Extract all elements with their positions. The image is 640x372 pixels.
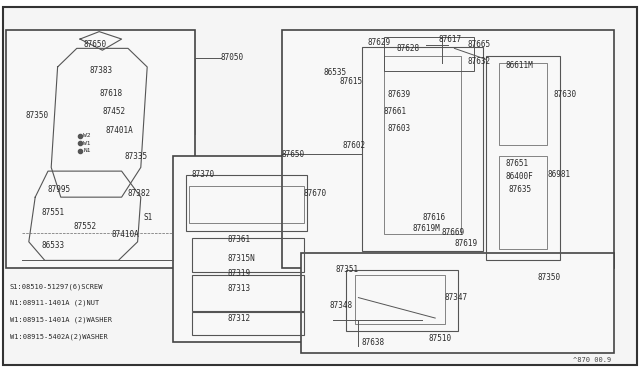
Bar xyxy=(186,175,307,231)
Text: 87650: 87650 xyxy=(282,150,305,159)
Text: 87602: 87602 xyxy=(342,141,365,150)
Bar xyxy=(499,156,547,249)
Text: 86611M: 86611M xyxy=(506,61,533,70)
Text: 87383: 87383 xyxy=(90,66,113,75)
Text: N1:08911-1401A (2)NUT: N1:08911-1401A (2)NUT xyxy=(10,300,99,307)
Text: 86535: 86535 xyxy=(323,68,346,77)
Text: 87632: 87632 xyxy=(467,57,490,66)
Text: 87347: 87347 xyxy=(445,293,468,302)
Text: 87350: 87350 xyxy=(538,273,561,282)
Text: 87635: 87635 xyxy=(509,185,532,194)
Text: 87669: 87669 xyxy=(442,228,465,237)
Text: 86400F: 86400F xyxy=(506,172,533,181)
Text: 87638: 87638 xyxy=(362,338,385,347)
Bar xyxy=(355,275,445,324)
Text: 87351: 87351 xyxy=(336,265,359,274)
Text: 87615: 87615 xyxy=(339,77,362,86)
Text: 87630: 87630 xyxy=(554,90,577,99)
Text: 86981: 86981 xyxy=(547,170,570,179)
Bar xyxy=(486,56,560,260)
Bar xyxy=(301,253,614,353)
Bar xyxy=(192,312,304,335)
Text: 87315N: 87315N xyxy=(227,254,255,263)
Text: 87628: 87628 xyxy=(397,44,420,53)
Bar xyxy=(192,275,304,311)
Text: 87617: 87617 xyxy=(438,35,461,44)
Text: 87410A: 87410A xyxy=(112,230,140,239)
Text: W1:08915-1401A (2)WASHER: W1:08915-1401A (2)WASHER xyxy=(10,317,111,323)
Bar xyxy=(346,270,458,331)
Text: 87670: 87670 xyxy=(304,189,327,198)
Bar xyxy=(499,63,547,145)
Bar xyxy=(173,156,333,342)
Text: 87661: 87661 xyxy=(384,107,407,116)
Text: 87348: 87348 xyxy=(330,301,353,310)
Text: 87350: 87350 xyxy=(26,111,49,120)
Text: S1: S1 xyxy=(144,213,153,222)
Text: 87551: 87551 xyxy=(42,208,65,217)
Text: 87603: 87603 xyxy=(387,124,410,133)
Bar xyxy=(192,238,304,272)
Text: 87995: 87995 xyxy=(48,185,71,194)
Bar xyxy=(282,30,614,268)
Bar xyxy=(189,186,304,223)
Text: 87452: 87452 xyxy=(102,107,125,116)
Bar xyxy=(384,37,474,71)
Text: 86533: 86533 xyxy=(42,241,65,250)
Text: 87382: 87382 xyxy=(128,189,151,198)
Text: 87319: 87319 xyxy=(227,269,250,278)
Text: 87370: 87370 xyxy=(192,170,215,179)
Text: W2: W2 xyxy=(83,133,91,138)
Text: 87639: 87639 xyxy=(387,90,410,99)
Text: 87629: 87629 xyxy=(368,38,391,47)
Text: ^870 00.9: ^870 00.9 xyxy=(573,357,611,363)
Bar xyxy=(384,56,461,234)
Text: 87650: 87650 xyxy=(83,40,106,49)
Text: 87552: 87552 xyxy=(74,222,97,231)
Text: 87619M: 87619M xyxy=(413,224,440,233)
Text: 87361: 87361 xyxy=(227,235,250,244)
Text: 87050: 87050 xyxy=(221,53,244,62)
Text: 87618: 87618 xyxy=(99,89,122,97)
Text: N1: N1 xyxy=(83,148,91,153)
Text: 87510: 87510 xyxy=(429,334,452,343)
Text: 87335: 87335 xyxy=(125,152,148,161)
Text: 87616: 87616 xyxy=(422,213,445,222)
Text: 87312: 87312 xyxy=(227,314,250,323)
Text: 87313: 87313 xyxy=(227,284,250,293)
Text: 87619: 87619 xyxy=(454,239,477,248)
Bar xyxy=(6,30,195,268)
Text: S1:08510-51297(6)SCREW: S1:08510-51297(6)SCREW xyxy=(10,283,103,290)
Text: 87651: 87651 xyxy=(506,159,529,168)
Text: W1: W1 xyxy=(83,141,91,146)
Text: W1:08915-5402A(2)WASHER: W1:08915-5402A(2)WASHER xyxy=(10,333,108,340)
Text: 87401A: 87401A xyxy=(106,126,133,135)
Text: 87665: 87665 xyxy=(467,40,490,49)
Bar xyxy=(362,46,483,251)
